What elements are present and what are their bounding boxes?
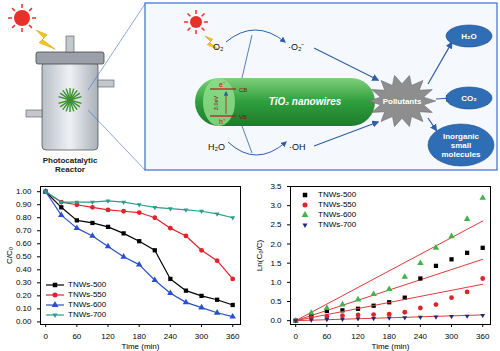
svg-text:Inorganicsmallmolecules: Inorganicsmallmolecules (441, 132, 481, 159)
svg-text:VB: VB (239, 114, 247, 120)
svg-text:0.60: 0.60 (16, 239, 32, 248)
svg-text:180: 180 (383, 332, 397, 341)
svg-text:3.0eV: 3.0eV (213, 95, 219, 110)
svg-text:0.10: 0.10 (16, 304, 32, 313)
svg-text:0: 0 (43, 332, 48, 341)
svg-text:60: 60 (322, 332, 331, 341)
svg-text:240: 240 (414, 332, 428, 341)
svg-text:1.5: 1.5 (270, 259, 282, 268)
svg-text:TiO₂ nanowires: TiO₂ nanowires (269, 96, 342, 107)
svg-text:·OH: ·OH (289, 142, 306, 152)
html-text:TNWs-500: TNWs-500 (318, 190, 357, 199)
svg-text:1.0: 1.0 (270, 278, 282, 287)
svg-text:3.0: 3.0 (270, 201, 282, 210)
svg-text:·O₂⁻: ·O₂⁻ (288, 42, 305, 52)
svg-text:Time (min): Time (min) (122, 342, 160, 351)
svg-text:240: 240 (164, 332, 178, 341)
svg-text:300: 300 (445, 332, 459, 341)
svg-text:2.5: 2.5 (270, 220, 282, 229)
svg-text:0.30: 0.30 (16, 278, 32, 287)
svg-text:0.0: 0.0 (270, 316, 282, 325)
svg-text:h⁺: h⁺ (219, 118, 226, 125)
svg-text:120: 120 (101, 332, 115, 341)
svg-text:1.00: 1.00 (16, 187, 32, 196)
svg-text:CO₂: CO₂ (461, 94, 477, 103)
svg-text:C/C₀: C/C₀ (5, 247, 14, 264)
svg-text:120: 120 (351, 332, 365, 341)
svg-text:3.5: 3.5 (270, 182, 282, 191)
svg-text:0.5: 0.5 (270, 297, 282, 306)
svg-text:0.90: 0.90 (16, 200, 32, 209)
svg-text:360: 360 (226, 332, 240, 341)
svg-text:300: 300 (195, 332, 209, 341)
svg-text:H₂O: H₂O (208, 142, 225, 152)
svg-text:0.20: 0.20 (16, 291, 32, 300)
html-text:TNWs-700: TNWs-700 (318, 220, 357, 229)
svg-text:PhotocatalyticReactor: PhotocatalyticReactor (43, 156, 98, 174)
svg-text:e⁻: e⁻ (219, 81, 226, 88)
svg-text:180: 180 (133, 332, 147, 341)
svg-text:0.50: 0.50 (16, 252, 32, 261)
html-text:TNWs-600: TNWs-600 (318, 210, 357, 219)
svg-text:0.40: 0.40 (16, 265, 32, 274)
svg-text:0.80: 0.80 (16, 213, 32, 222)
html-text:TNWs-500: TNWs-500 (68, 280, 107, 289)
svg-text:0.00: 0.00 (16, 317, 32, 326)
svg-text:0: 0 (293, 332, 298, 341)
svg-text:2.0: 2.0 (270, 240, 282, 249)
html-text:TNWs-550: TNWs-550 (318, 200, 357, 209)
svg-text:60: 60 (72, 332, 81, 341)
svg-text:H₂O: H₂O (461, 32, 477, 41)
html-text:TNWs-700: TNWs-700 (68, 310, 107, 319)
svg-text:Time (min): Time (min) (372, 342, 410, 351)
svg-text:O₂: O₂ (213, 42, 224, 52)
svg-text:CB: CB (239, 87, 247, 93)
html-text:TNWs-550: TNWs-550 (68, 290, 107, 299)
svg-text:Ln(C₀/C): Ln(C₀/C) (255, 240, 264, 272)
svg-text:0.70: 0.70 (16, 226, 32, 235)
svg-text:Pollutants: Pollutants (383, 97, 422, 106)
html-text:TNWs-600: TNWs-600 (68, 300, 107, 309)
svg-text:360: 360 (476, 332, 490, 341)
